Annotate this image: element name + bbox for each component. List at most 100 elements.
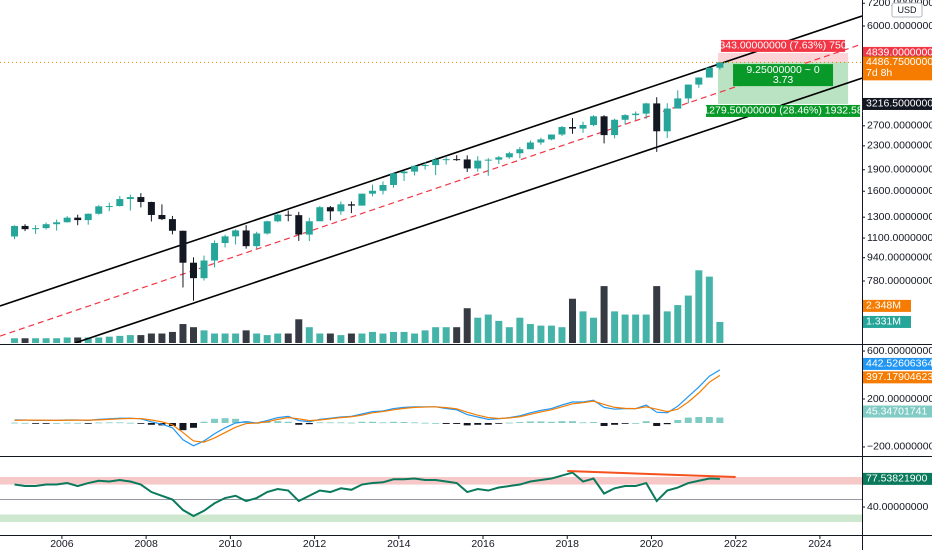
candle-body bbox=[84, 213, 92, 221]
candle-body bbox=[632, 113, 640, 116]
volume-bar bbox=[284, 333, 292, 343]
histogram-bar bbox=[674, 419, 682, 423]
histogram-bar bbox=[411, 422, 419, 424]
x-tick-label: 2020 bbox=[640, 538, 664, 550]
candle-body bbox=[453, 159, 461, 161]
candle-body bbox=[579, 125, 587, 129]
candle-body bbox=[21, 225, 29, 230]
candle-body bbox=[263, 221, 271, 234]
currency: USD bbox=[897, 5, 917, 15]
volume-bar bbox=[474, 317, 482, 343]
volume-bar bbox=[495, 320, 503, 343]
candle-body bbox=[590, 116, 598, 126]
volume-bar bbox=[558, 327, 566, 343]
price-badge bbox=[863, 56, 932, 81]
histogram-bar bbox=[453, 422, 461, 424]
rsi-pane bbox=[0, 470, 862, 523]
candle-body bbox=[179, 230, 187, 263]
candle-body bbox=[74, 217, 82, 221]
histogram-bar bbox=[274, 421, 282, 423]
y-tick-label: 780.00000000 bbox=[867, 275, 932, 287]
x-tick-label: 2024 bbox=[808, 538, 832, 550]
trend-line bbox=[74, 77, 862, 343]
histogram-bar bbox=[232, 418, 240, 423]
volume-bar bbox=[600, 286, 608, 343]
volume-bar bbox=[200, 330, 208, 343]
volume-bar bbox=[305, 327, 313, 343]
volume-bar bbox=[379, 333, 387, 343]
histogram-bar bbox=[495, 422, 503, 424]
y-tick-label: −200.00000000 bbox=[867, 441, 932, 453]
x-tick-label: 2014 bbox=[387, 538, 411, 550]
candle-body bbox=[232, 230, 240, 237]
volume-bar bbox=[32, 338, 40, 343]
histogram-bar bbox=[137, 422, 145, 424]
histogram-bar bbox=[347, 422, 355, 424]
histogram-bar bbox=[316, 422, 324, 424]
volume-bar bbox=[663, 311, 671, 343]
candle-body bbox=[611, 119, 619, 136]
candle-body bbox=[463, 159, 471, 169]
x-tick-label: 2022 bbox=[724, 538, 748, 550]
candle-body bbox=[347, 204, 355, 206]
candle-body bbox=[137, 197, 145, 202]
y-tick-label: 1900.00000000 bbox=[867, 164, 932, 176]
histogram-bar bbox=[579, 422, 587, 424]
volume-bar bbox=[484, 314, 492, 343]
volume-bar bbox=[505, 327, 513, 343]
volume-bar bbox=[716, 321, 724, 343]
macd-pane bbox=[11, 369, 724, 447]
volume-bar bbox=[126, 335, 134, 343]
histogram-bar bbox=[590, 422, 598, 423]
histogram-bar bbox=[200, 421, 208, 423]
y-tick-label: 600.00000000 bbox=[867, 345, 932, 357]
volume-bar bbox=[95, 337, 103, 343]
volume-bar bbox=[653, 286, 661, 343]
histogram-bar bbox=[390, 421, 398, 423]
y-tick-label: 940.00000000 bbox=[867, 251, 932, 263]
histogram-bar bbox=[326, 422, 334, 424]
volume-bar bbox=[642, 314, 650, 343]
histogram-bar bbox=[179, 422, 187, 431]
candle-body bbox=[168, 219, 176, 231]
histogram-bar bbox=[558, 421, 566, 423]
histogram-bar bbox=[368, 421, 376, 423]
y-tick-label: 1300.00000000 bbox=[867, 211, 932, 223]
candle-body bbox=[505, 153, 513, 158]
histogram-bar bbox=[547, 421, 555, 423]
candle-body bbox=[695, 77, 703, 85]
candle-body bbox=[568, 127, 576, 129]
candle-body bbox=[274, 214, 282, 222]
candle-body bbox=[642, 103, 650, 114]
price-badge-label: 442.52606364 bbox=[866, 358, 932, 370]
candle-body bbox=[105, 206, 113, 208]
candle-body bbox=[200, 260, 208, 279]
candle-body bbox=[474, 160, 482, 169]
volume-bar bbox=[621, 314, 629, 343]
volume-bar bbox=[358, 333, 366, 343]
histogram-bar bbox=[358, 421, 366, 423]
y-tick-label: 2700.00000000 bbox=[867, 120, 932, 132]
stop-label: 1279.50000000 (28.46%) 1932.58 bbox=[703, 105, 863, 117]
histogram-bar bbox=[484, 422, 492, 425]
rsi-trend-line bbox=[567, 470, 736, 479]
price-badge-label: 45.34701741 bbox=[866, 405, 927, 417]
volume-bar bbox=[568, 298, 576, 343]
candle-body bbox=[432, 159, 440, 166]
volume-bar bbox=[411, 333, 419, 343]
volume-bar bbox=[537, 325, 545, 343]
volume-bar bbox=[421, 330, 429, 343]
histogram-bar bbox=[611, 422, 619, 425]
countdown: 7d 8h bbox=[866, 67, 892, 79]
histogram-bar bbox=[684, 417, 692, 423]
price-badge bbox=[863, 405, 932, 418]
histogram-bar bbox=[53, 422, 61, 424]
histogram-bar bbox=[84, 422, 92, 424]
histogram-bar bbox=[147, 422, 155, 425]
x-tick-label: 2010 bbox=[219, 538, 243, 550]
y-tick-label: 200.00000000 bbox=[867, 393, 932, 405]
volume-bar bbox=[53, 338, 61, 343]
histogram-bar bbox=[400, 422, 408, 423]
volume-bar bbox=[453, 327, 461, 343]
